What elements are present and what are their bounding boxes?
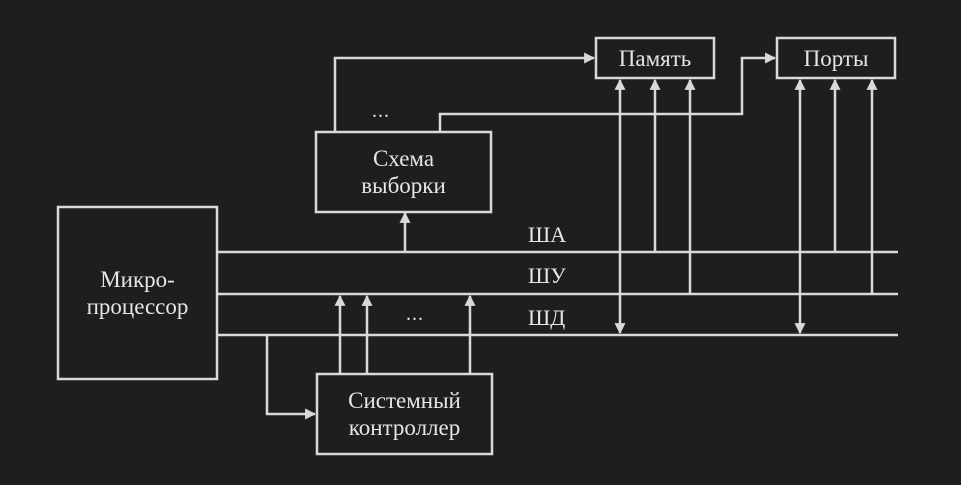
- memory-label: Память: [618, 45, 692, 71]
- selection-circuit-label: Схема выборки: [316, 132, 491, 212]
- microprocessor-label: Микро- процессор: [58, 207, 217, 379]
- system-controller-box: [315, 372, 494, 456]
- data-bus-label: ШД: [528, 305, 566, 330]
- selection-to-memory-arrow: [333, 52, 596, 132]
- selection-circuit-label-line2: выборки: [361, 173, 446, 198]
- selection-circuit-label-line1: Схема: [372, 146, 435, 171]
- microprocessor-label-line2: процессор: [86, 294, 189, 319]
- address-bus-label: ША: [528, 222, 567, 247]
- control-bus-label: ШУ: [528, 263, 566, 288]
- memory-box: [594, 36, 716, 80]
- mp-to-controller-arrow: [265, 335, 317, 420]
- system-controller-label-line2: контроллер: [348, 415, 461, 440]
- system-controller-label: Системный контроллер: [317, 374, 492, 454]
- controller-inputs-ellipsis: ...: [406, 303, 424, 325]
- selection-outputs-ellipsis: ...: [372, 100, 390, 122]
- microprocessor-label-line1: Микро-: [100, 267, 175, 292]
- system-controller-label-line1: Системный: [348, 388, 461, 413]
- selection-to-ports-arrow: [438, 52, 777, 132]
- ports-box: [775, 36, 897, 80]
- ports-label: Порты: [803, 45, 869, 71]
